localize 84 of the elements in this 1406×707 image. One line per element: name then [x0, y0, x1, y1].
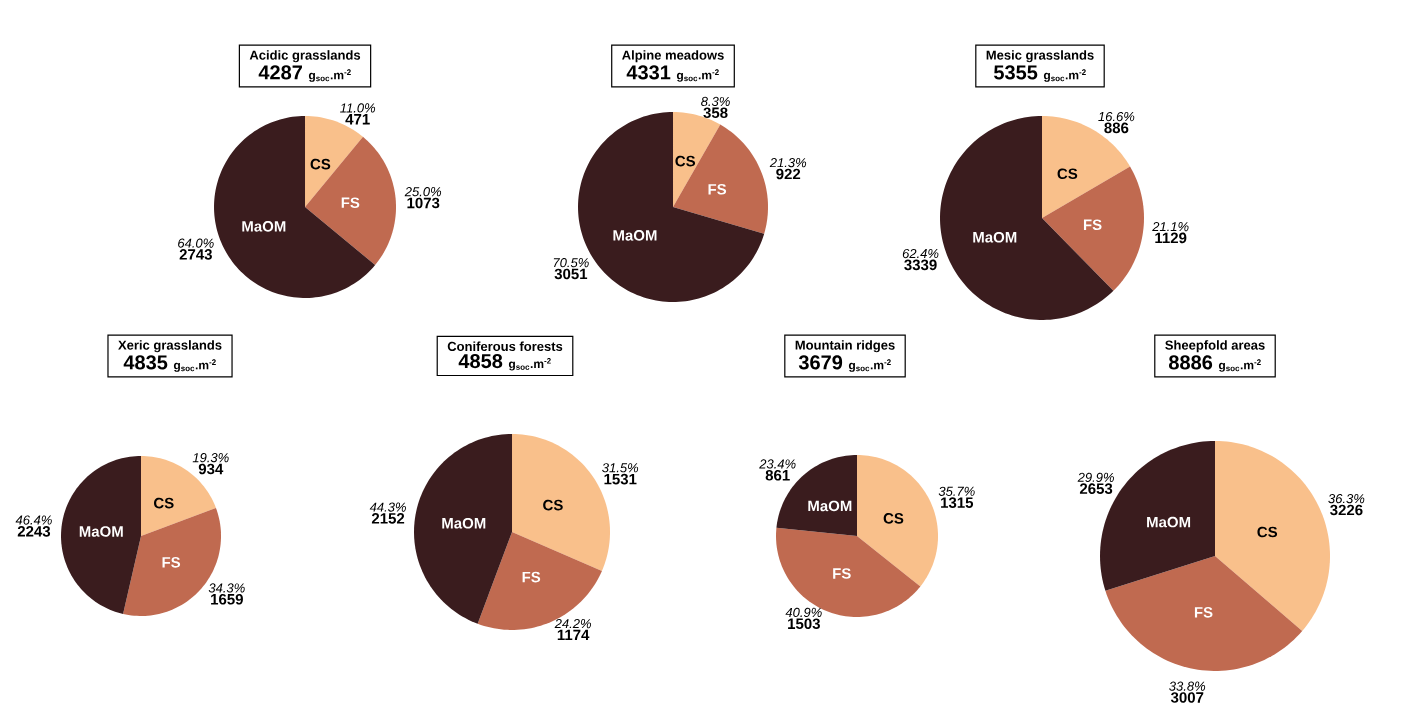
text: 358 — [703, 107, 728, 119]
text: 3226 — [1330, 504, 1363, 516]
data-label: 36.3% — [1328, 494, 1365, 504]
data-label: 44.3% — [369, 502, 406, 512]
slice-label: CS — [1057, 168, 1078, 180]
slice-label: CS — [1257, 526, 1278, 538]
slice-label: FS — [341, 197, 360, 209]
data-label: 31.5% — [602, 463, 639, 473]
text: 886 — [1104, 122, 1129, 134]
data-label: 70.5% — [553, 258, 589, 268]
data-label: 21.1% — [1152, 222, 1189, 232]
slice-label: CS — [543, 499, 563, 511]
chart-subtitle: 5355 — [993, 65, 1038, 80]
slice-label: CS — [675, 155, 696, 167]
chart-subtitle: 4835 — [123, 355, 168, 370]
data-label: 11.0% — [340, 103, 376, 113]
text: 922 — [776, 168, 801, 180]
data-label: 33.8% — [1169, 681, 1206, 691]
slice-label: MaOM — [242, 221, 286, 232]
chart-subtitle: 3679 — [798, 355, 843, 370]
chart-title: Coniferous forests — [447, 341, 563, 351]
data-label: 19.3% — [192, 453, 229, 463]
data-label: 40.9% — [785, 607, 822, 617]
slice-label: MaOM — [808, 500, 852, 512]
data-label: 21.3% — [769, 158, 807, 168]
text: 861 — [765, 469, 790, 481]
text: g$_{soc}$.m$^{-2}$ — [676, 69, 719, 82]
text: 471 — [345, 114, 370, 125]
text: 1129 — [1155, 232, 1187, 244]
data-label: 64.0% — [178, 238, 214, 248]
text: g$_{soc}$.m$^{-2}$ — [173, 359, 216, 372]
text: g$_{soc}$.m$^{-2}$ — [508, 358, 551, 371]
text: 2243 — [17, 526, 51, 537]
chart-title: Mesic grasslands — [986, 50, 1094, 63]
chart-subtitle: 4331 — [626, 65, 671, 80]
slice-label: MaOM — [79, 526, 123, 537]
chart-title: Sheepfold areas — [1165, 340, 1265, 353]
data-label: 24.2% — [554, 618, 591, 629]
data-label: 62.4% — [902, 248, 939, 259]
slice-label: FS — [1194, 607, 1213, 618]
text: 2653 — [1079, 483, 1113, 494]
slice-label: MaOM — [613, 230, 657, 241]
text: 934 — [198, 463, 224, 475]
text: g$_{soc}$.m$^{-2}$ — [1043, 69, 1086, 82]
chart-subtitle: 8886 — [1168, 355, 1213, 370]
data-label: 25.0% — [404, 187, 442, 197]
data-label: 8.3% — [701, 96, 730, 107]
slice-label: MaOM — [1147, 516, 1191, 528]
chart-title: Xeric grasslands — [118, 340, 222, 353]
text: 1073 — [407, 197, 440, 209]
slice-label: FS — [162, 557, 181, 568]
text: g$_{soc}$.m$^{-2}$ — [308, 69, 351, 82]
text: g$_{soc}$.m$^{-2}$ — [1218, 359, 1261, 372]
chart-title: Mountain ridges — [795, 340, 895, 353]
text: 1315 — [941, 497, 974, 508]
slice-label: CS — [883, 513, 904, 524]
data-label: 46.4% — [15, 515, 52, 525]
slice-label: FS — [1083, 219, 1102, 231]
data-label: 35.7% — [938, 486, 975, 496]
data-label: 29.9% — [1077, 472, 1114, 482]
text: g$_{soc}$.m$^{-2}$ — [848, 359, 891, 372]
chart-subtitle: 4287 — [258, 65, 302, 80]
text: 1531 — [604, 473, 637, 485]
chart-title: Acidic grasslands — [249, 50, 361, 63]
chart-title: Alpine meadows — [622, 50, 724, 63]
slice-label: FS — [708, 184, 727, 195]
slice-label: MaOM — [442, 517, 486, 529]
text: 1659 — [211, 593, 243, 605]
slice-label: MaOM — [973, 231, 1017, 243]
text: 1174 — [557, 629, 590, 641]
text: 3051 — [554, 268, 588, 280]
slice-label: CS — [310, 158, 331, 170]
text: 3339 — [904, 259, 937, 271]
slice-label: FS — [833, 568, 851, 579]
text: 1503 — [788, 618, 820, 630]
text: 3007 — [1170, 692, 1204, 703]
data-label: 34.3% — [208, 583, 245, 593]
text: 2743 — [179, 249, 212, 260]
data-label: 16.6% — [1098, 111, 1135, 122]
data-label: 23.4% — [759, 459, 796, 469]
chart-subtitle: 4858 — [458, 354, 503, 369]
slice-label: FS — [522, 571, 541, 583]
text: 2152 — [371, 513, 405, 524]
slice-label: CS — [154, 497, 174, 509]
